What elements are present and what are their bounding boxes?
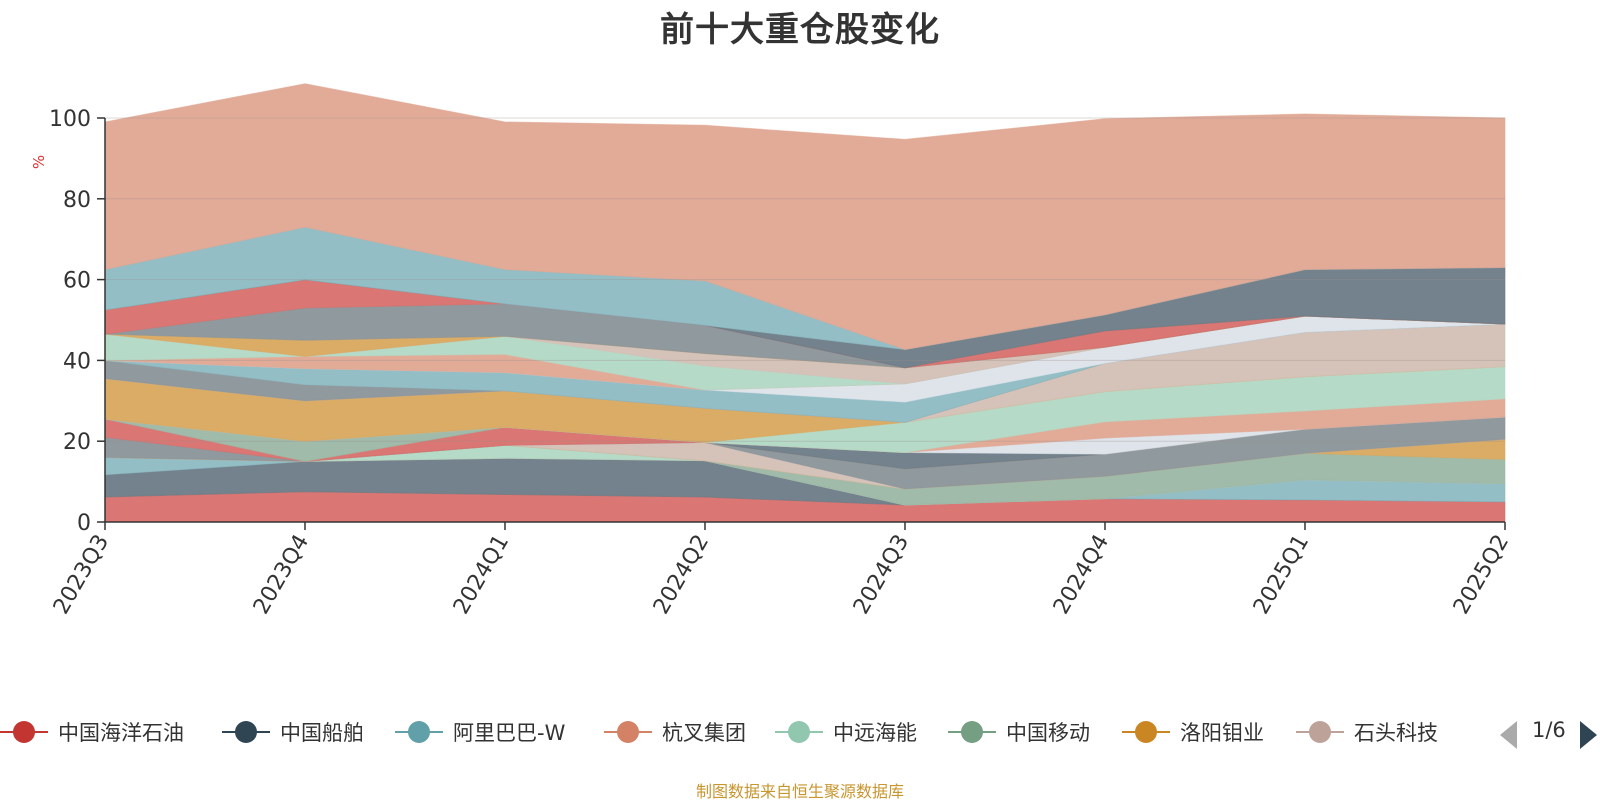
legend-marker-icon	[395, 717, 443, 747]
x-tick-label: 2024Q4	[1049, 531, 1114, 619]
legend-label: 中国海洋石油	[58, 721, 184, 745]
legend-pager: 1/6	[1500, 712, 1600, 752]
x-tick-label: 2023Q4	[249, 531, 314, 619]
legend-item[interactable]: 洛阳钼业	[1122, 712, 1264, 752]
stacked-area-chart: 0 20 40 60 80 100 2023Q3 2023Q4 2024Q1 2024Q2 2024…	[30, 83, 1514, 619]
source-note: 制图数据来自恒生聚源数据库	[695, 782, 904, 801]
legend-item[interactable]: 中国海洋石油	[0, 712, 184, 752]
x-tick-label: 2025Q2	[1449, 531, 1514, 619]
y-tick-label: 100	[49, 107, 91, 132]
legend-label: 中远海能	[833, 721, 917, 745]
legend: 中国海洋石油 中国船舶 阿里巴巴-W 杭叉集团 中远海能 中国移动 洛阳钼业 石头科技	[0, 712, 1600, 752]
y-tick-label: 40	[63, 349, 91, 374]
legend-marker-icon	[1122, 717, 1170, 747]
x-tick-label: 2025Q1	[1249, 531, 1314, 619]
legend-label: 洛阳钼业	[1180, 721, 1264, 745]
legend-label: 中国船舶	[280, 721, 364, 745]
legend-prev-page-button[interactable]	[1500, 721, 1517, 749]
series-area-28	[104, 83, 1506, 351]
legend-item[interactable]: 中国船舶	[222, 712, 364, 752]
legend-item[interactable]: 石头科技	[1296, 712, 1438, 752]
legend-label: 杭叉集团	[662, 721, 746, 745]
legend-page-indicator: 1/6	[1532, 718, 1566, 742]
legend-item[interactable]: 中国移动	[948, 712, 1090, 752]
y-tick-label: 20	[63, 430, 91, 455]
legend-label: 中国移动	[1006, 721, 1090, 745]
x-tick-label: 2024Q1	[449, 531, 514, 619]
legend-item[interactable]: 中远海能	[775, 712, 917, 752]
legend-marker-icon	[222, 717, 270, 747]
x-tick-label: 2023Q3	[49, 531, 114, 619]
chart-title: 前十大重仓股变化	[660, 10, 940, 50]
legend-marker-icon	[1296, 717, 1344, 747]
x-tick-label: 2024Q3	[849, 531, 914, 619]
legend-marker-icon	[604, 717, 652, 747]
legend-label: 阿里巴巴-W	[453, 721, 566, 745]
y-tick-label: 0	[77, 511, 91, 536]
legend-next-page-button[interactable]	[1580, 721, 1597, 749]
y-tick-label: 80	[63, 188, 91, 213]
legend-marker-icon	[775, 717, 823, 747]
area-layer	[104, 83, 1506, 523]
y-tick-label: 60	[63, 269, 91, 294]
y-axis-unit: %	[30, 155, 48, 169]
legend-label: 石头科技	[1354, 721, 1438, 745]
x-tick-label: 2024Q2	[649, 531, 714, 619]
legend-item[interactable]: 阿里巴巴-W	[395, 712, 565, 752]
legend-item[interactable]: 杭叉集团	[604, 712, 746, 752]
legend-marker-icon	[0, 717, 48, 747]
legend-marker-icon	[948, 717, 996, 747]
